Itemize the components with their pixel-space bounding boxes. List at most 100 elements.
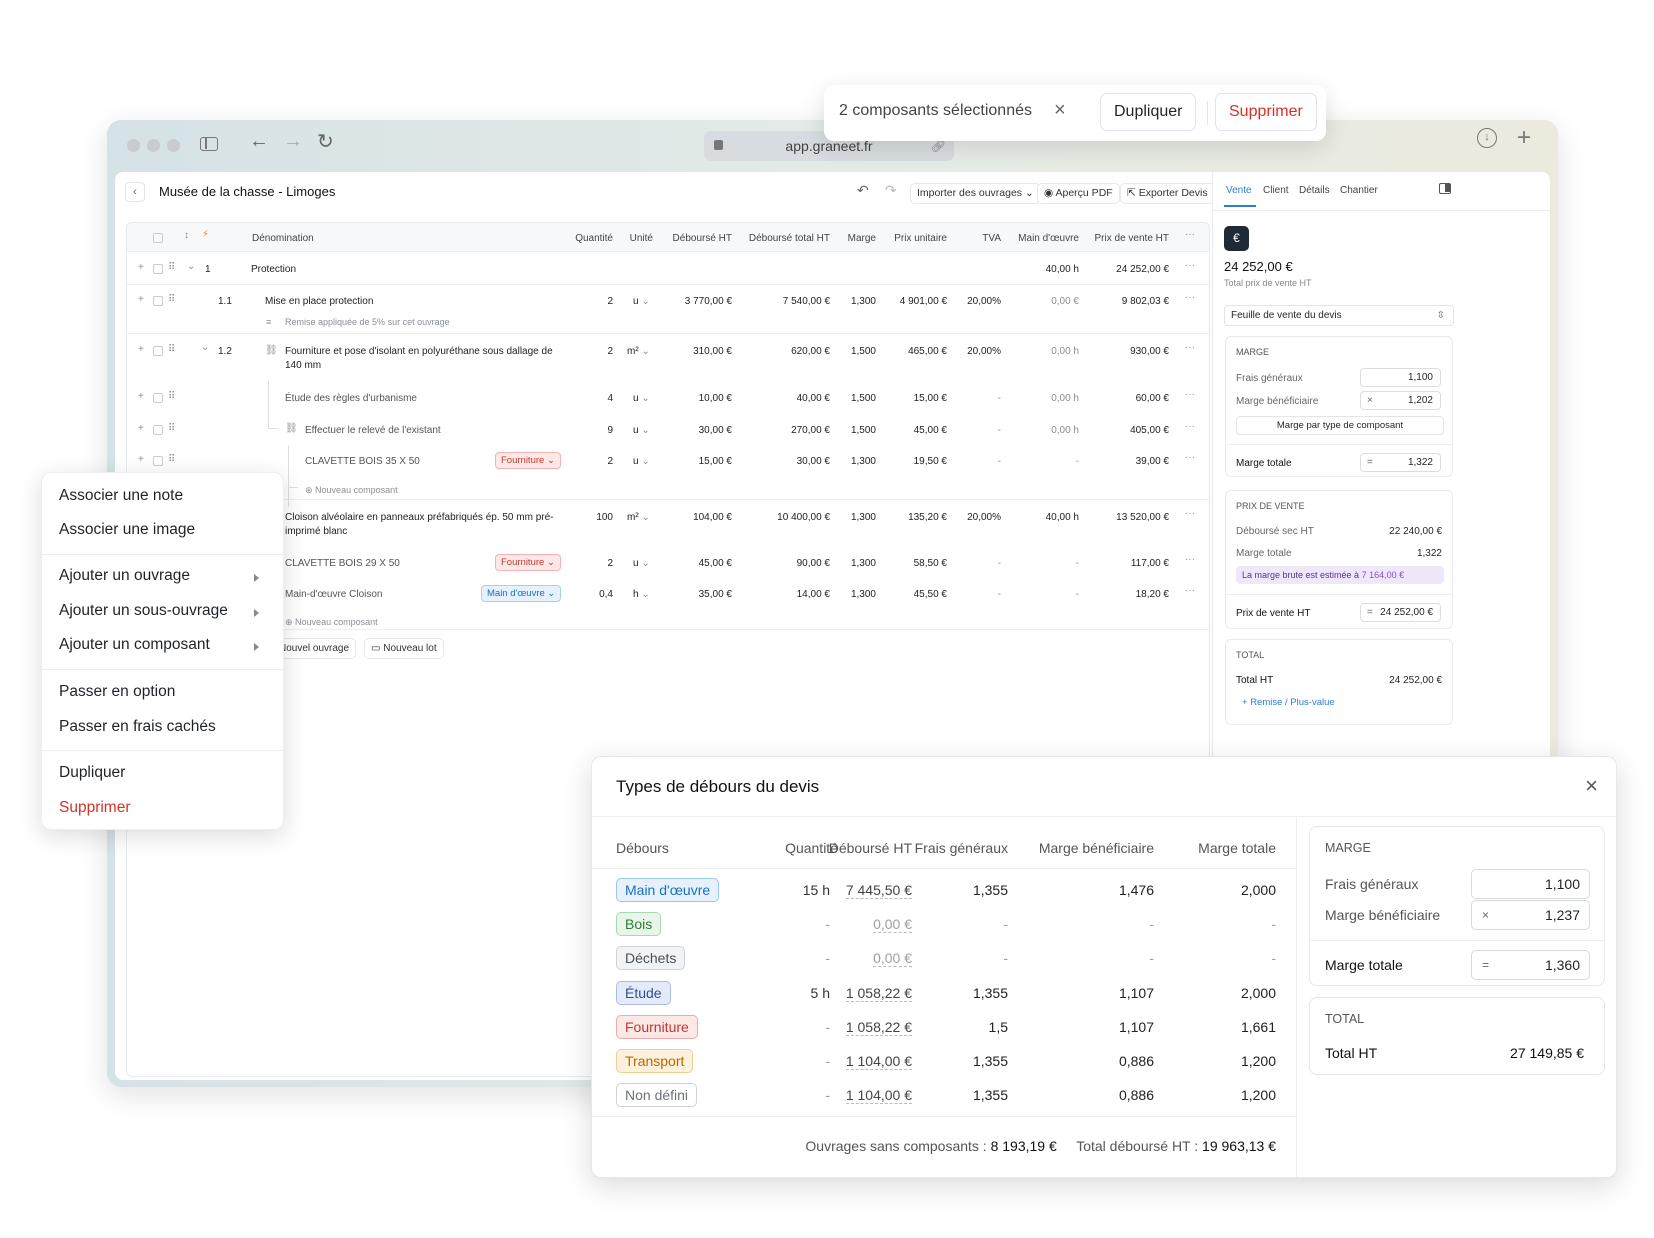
row-checkbox[interactable]: [153, 393, 163, 403]
download-icon[interactable]: ↓: [1477, 128, 1497, 148]
menu-item-add-subwork[interactable]: Ajouter un sous-ouvrage: [59, 602, 228, 619]
link-icon[interactable]: 🔗︎: [930, 139, 946, 153]
table-row[interactable]: + ⠿ CLAVETTE BOIS 35 X 50 Fourniture ⌄ 2…: [127, 445, 1209, 507]
forward-arrow-icon[interactable]: →: [283, 130, 303, 152]
menu-item-add-component[interactable]: Ajouter un composant: [59, 636, 210, 653]
drag-handle-icon[interactable]: ⠿: [168, 344, 176, 355]
sort-icon[interactable]: ↕: [184, 230, 189, 241]
import-works-button[interactable]: Importer des ouvrages ⌄: [910, 183, 1041, 204]
sheet-select[interactable]: Feuille de vente du devis ⇳: [1224, 305, 1454, 326]
table-row[interactable]: Main-d'œuvre Cloison Main d'œuvre ⌄ 0,4 …: [127, 578, 1209, 609]
debours-row[interactable]: Transport -1 104,00 € 1,355 0,886 1,200: [592, 1045, 1296, 1079]
row-menu-icon[interactable]: ···: [1185, 554, 1195, 565]
lightning-icon[interactable]: ⚡︎: [202, 229, 210, 240]
debours-cost[interactable]: 1 058,22 €: [845, 984, 912, 1002]
add-icon[interactable]: +: [138, 391, 144, 402]
back-button[interactable]: ‹: [125, 182, 145, 202]
drag-handle-icon[interactable]: ⠿: [168, 262, 176, 273]
select-all-checkbox[interactable]: [153, 233, 163, 243]
chevron-down-icon[interactable]: ⌄: [187, 261, 196, 272]
tab-chantier[interactable]: Chantier: [1340, 185, 1378, 196]
add-icon[interactable]: +: [138, 454, 144, 465]
row-menu-icon[interactable]: ···: [1185, 260, 1195, 271]
debours-row[interactable]: Étude 5 h 1 058,22 € 1,355 1,107 2,000: [592, 977, 1296, 1011]
fg-input[interactable]: 1,100: [1360, 368, 1441, 387]
row-menu-icon[interactable]: ···: [1185, 389, 1195, 400]
menu-item-set-hidden-costs[interactable]: Passer en frais cachés: [59, 718, 216, 735]
reload-icon[interactable]: ↻: [317, 131, 334, 153]
close-icon[interactable]: ×: [1054, 99, 1066, 121]
unit-select[interactable]: u ⌄: [633, 393, 650, 404]
row-menu-icon[interactable]: ···: [1185, 452, 1195, 463]
row-menu-icon[interactable]: ···: [1185, 585, 1195, 596]
component-type-tag[interactable]: Fourniture ⌄: [495, 554, 561, 571]
drag-handle-icon[interactable]: ⠿: [168, 454, 176, 465]
drag-handle-icon[interactable]: ⠿: [168, 294, 176, 305]
menu-item-attach-note[interactable]: Associer une note: [59, 487, 184, 504]
debours-cost[interactable]: 0,00 €: [873, 950, 912, 968]
row-menu-icon[interactable]: ···: [1185, 421, 1195, 432]
close-icon[interactable]: ×: [1585, 773, 1598, 798]
pv-input[interactable]: = 24 252,00 €: [1360, 603, 1441, 622]
unit-select[interactable]: m² ⌄: [627, 346, 650, 357]
window-zoom-dot[interactable]: [167, 139, 180, 152]
table-row[interactable]: + ⠿ 1.1 Mise en place protection 2 u ⌄ 3…: [127, 284, 1209, 333]
back-arrow-icon[interactable]: ←: [249, 130, 269, 152]
row-checkbox[interactable]: [153, 264, 163, 274]
mb-input[interactable]: × 1,202: [1360, 391, 1441, 410]
redo-icon[interactable]: ↷: [885, 182, 897, 198]
export-quote-button[interactable]: ⇱ Exporter Devis: [1120, 183, 1215, 204]
row-checkbox[interactable]: [153, 346, 163, 356]
debours-row[interactable]: Non défini -1 104,00 € 1,355 0,886 1,200: [592, 1079, 1296, 1113]
row-checkbox[interactable]: [153, 456, 163, 466]
add-icon[interactable]: +: [138, 344, 144, 355]
debours-cost[interactable]: 0,00 €: [873, 916, 912, 934]
new-component-link[interactable]: ⊕ Nouveau composant: [127, 609, 1209, 635]
new-work-button[interactable]: Nouvel ouvrage: [272, 638, 357, 659]
unit-select[interactable]: u ⌄: [633, 456, 650, 467]
unit-select[interactable]: u ⌄: [633, 296, 650, 307]
add-icon[interactable]: +: [138, 294, 144, 305]
unit-select[interactable]: m² ⌄: [627, 512, 650, 523]
new-tab-icon[interactable]: +: [1517, 124, 1532, 151]
panel-toggle-icon[interactable]: [1439, 183, 1451, 194]
mt-input[interactable]: = 1,360: [1471, 950, 1590, 980]
tab-client[interactable]: Client: [1263, 185, 1289, 196]
row-checkbox[interactable]: [153, 296, 163, 306]
component-type-tag[interactable]: Fourniture ⌄: [495, 452, 561, 469]
menu-item-delete[interactable]: Supprimer: [59, 799, 131, 816]
table-row[interactable]: Cloison alvéolaire en panneaux préfabriq…: [127, 499, 1209, 547]
mt-input[interactable]: = 1,322: [1360, 453, 1441, 472]
debours-row[interactable]: Fourniture -1 058,22 € 1,5 1,107 1,661: [592, 1011, 1296, 1045]
table-row[interactable]: + ⠿ Étude des règles d'urbanisme 4 u ⌄ 1…: [127, 381, 1209, 416]
table-row[interactable]: + ⠿ ⌄ 1 Protection 40,00 h 24 252,00 € ·…: [127, 253, 1209, 284]
delete-button[interactable]: Supprimer: [1215, 93, 1317, 131]
add-icon[interactable]: +: [138, 423, 144, 434]
column-menu-icon[interactable]: ···: [1185, 229, 1195, 240]
row-menu-icon[interactable]: ···: [1185, 508, 1195, 519]
debours-cost[interactable]: 1 104,00 €: [845, 1053, 912, 1070]
tab-details[interactable]: Détails: [1299, 185, 1330, 196]
unit-select[interactable]: u ⌄: [633, 425, 650, 436]
tab-vente[interactable]: Vente: [1226, 185, 1252, 196]
component-type-tag[interactable]: Main d'œuvre ⌄: [481, 585, 562, 602]
new-lot-button[interactable]: ▭ Nouveau lot: [364, 638, 444, 659]
pdf-preview-button[interactable]: ◉ Aperçu PDF: [1037, 183, 1120, 204]
table-row[interactable]: CLAVETTE BOIS 29 X 50 Fourniture ⌄ 2 u ⌄…: [127, 547, 1209, 578]
row-menu-icon[interactable]: ···: [1185, 292, 1195, 303]
debours-row[interactable]: Déchets - 0,00 € - - -: [592, 942, 1296, 976]
debours-cost[interactable]: 1 104,00 €: [845, 1087, 912, 1105]
margin-by-type-button[interactable]: Marge par type de composant: [1236, 416, 1444, 435]
unit-select[interactable]: u ⌄: [633, 558, 650, 569]
debours-cost[interactable]: 7 445,50 €: [845, 882, 912, 899]
new-component-link[interactable]: ⊕ Nouveau composant: [127, 476, 1209, 504]
menu-item-attach-image[interactable]: Associer une image: [59, 521, 196, 538]
table-row[interactable]: + ⠿ ⌄ 1.2 ⛓︎ Fourniture et pose d'isolan…: [127, 333, 1209, 381]
unit-select[interactable]: h ⌄: [633, 589, 650, 600]
drag-handle-icon[interactable]: ⠿: [168, 391, 176, 402]
duplicate-button[interactable]: Dupliquer: [1100, 93, 1197, 131]
row-checkbox[interactable]: [153, 425, 163, 435]
undo-icon[interactable]: ↶: [857, 182, 869, 198]
add-discount-link[interactable]: + Remise / Plus-value: [1242, 697, 1335, 708]
debours-row[interactable]: Main d'œuvre 15 h 7 445,50 € 1,355 1,476 2,00…: [592, 874, 1296, 908]
